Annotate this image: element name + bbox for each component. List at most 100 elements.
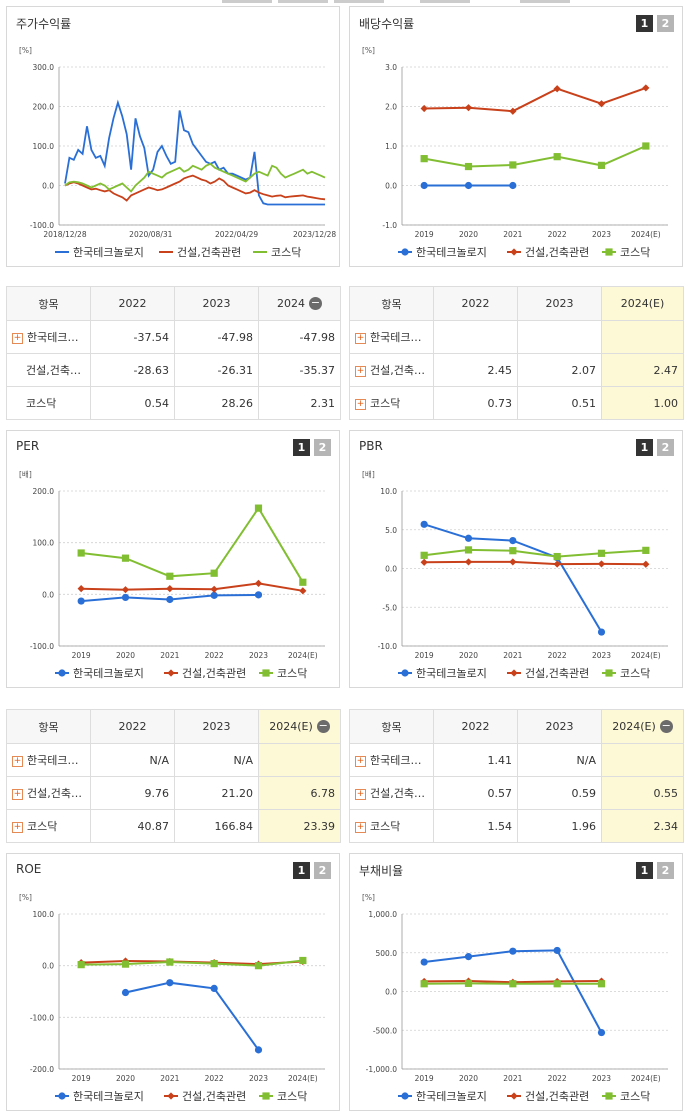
x-tick-label: 2023/12/28 (293, 230, 336, 239)
panel-dividend: 배당수익률 1 2 [%] 3.0 2.0 1.0 0.0 -1.0 2019 2020 202… (349, 6, 683, 267)
data-point (597, 980, 606, 988)
expand-icon[interactable]: + (355, 788, 366, 800)
data-point (167, 1092, 175, 1100)
series-line (64, 99, 325, 206)
data-point (166, 572, 174, 580)
header-item: 항목 (6, 709, 91, 744)
collapse-icon[interactable]: − (316, 719, 330, 734)
page-1-button[interactable]: 1 (636, 862, 653, 879)
table-row: + 코스닥 0.73 0.51 1.00 (349, 386, 684, 420)
data-point (509, 558, 517, 566)
y-tick-label: -10.0 (378, 642, 398, 651)
expand-icon[interactable]: + (12, 821, 23, 833)
page-1-button[interactable]: 1 (293, 862, 310, 879)
data-point (121, 988, 130, 997)
expand-icon[interactable]: + (355, 365, 366, 377)
y-tick-label: -5.0 (382, 603, 397, 612)
series-company (420, 181, 517, 190)
y-tick-label: 200.0 (33, 103, 55, 112)
legend-item-kosdaq: 코스닥 (602, 246, 650, 259)
cell-value: 0.54 (90, 386, 175, 420)
series-line (424, 145, 647, 168)
series-kosdaq (420, 142, 650, 171)
y-tick-label: 5.0 (385, 526, 397, 535)
row-label: 건설,건축… (26, 364, 81, 377)
series-company (420, 946, 606, 1037)
page-1-button[interactable]: 1 (636, 15, 653, 32)
expand-icon[interactable]: + (355, 755, 366, 767)
data-point (166, 979, 174, 987)
legend-item-company: 한국테크놀로지 (55, 1090, 144, 1103)
panel-title: 배당수익률 (359, 17, 415, 31)
row-name: + 한국테크… (349, 743, 434, 777)
cell-value: 0.73 (433, 386, 518, 420)
y-tick-label: 1,000.0 (368, 910, 397, 919)
dividend-table: 항목 2022 2023 2024(E) + 한국테크… + 건설,건축… 2.45… (349, 286, 684, 420)
roe-chart: [%]100.0 0.0 -100.0 -200.0 2019 2020 2021 2022 2… (19, 893, 325, 1103)
x-tick-label: 2021 (503, 1074, 522, 1083)
legend-label: 한국테크놀로지 (416, 667, 487, 680)
y-tick-label: 1.0 (385, 142, 397, 151)
expand-icon[interactable]: + (12, 755, 23, 767)
data-point (642, 546, 650, 554)
y-tick-label: -200.0 (30, 1065, 54, 1074)
collapse-icon[interactable]: − (309, 296, 322, 311)
cell-value: 21.20 (174, 776, 259, 810)
page-2-button[interactable]: 2 (657, 862, 674, 879)
y-tick-label: 10.0 (380, 487, 397, 496)
page-1-button[interactable]: 1 (293, 439, 310, 456)
expand-icon[interactable]: + (12, 788, 23, 800)
data-point (464, 534, 473, 542)
data-point (210, 984, 218, 992)
header-year: 2022 (90, 286, 175, 321)
y-tick-label: 2.0 (385, 103, 397, 112)
legend-item-company: 한국테크놀로지 (398, 246, 487, 259)
data-point (77, 961, 85, 969)
data-point (509, 980, 517, 988)
y-tick-label: 0.0 (385, 988, 397, 997)
table-header: 항목 2022 2023 2024− (6, 286, 341, 321)
table-row: + 한국테크… -37.54 -47.98 -47.98 (6, 320, 341, 354)
y-tick-label: 500.0 (376, 949, 398, 958)
collapse-icon[interactable]: − (659, 719, 673, 734)
cell-value: 2.07 (517, 353, 602, 387)
header-year: 2022 (433, 709, 518, 744)
cell-value: 28.26 (174, 386, 259, 420)
x-tick-label: 2022 (205, 1074, 224, 1083)
page-2-button[interactable]: 2 (657, 439, 674, 456)
legend-item-company: 한국테크놀로지 (398, 1090, 487, 1103)
cell-value (258, 743, 341, 777)
table-row: + 건설,건축… 9.76 21.20 6.78 (6, 776, 341, 810)
data-point (210, 591, 218, 599)
x-tick-label: 2022 (548, 651, 567, 660)
data-point (420, 104, 428, 113)
page-2-button[interactable]: 2 (657, 15, 674, 32)
row-name: + 한국테크… (6, 743, 91, 777)
cell-value: 23.39 (258, 809, 341, 843)
x-tick-label: 2021 (503, 651, 522, 660)
page-1-button[interactable]: 1 (636, 439, 653, 456)
data-point (553, 85, 561, 93)
data-point (605, 669, 613, 677)
expand-icon[interactable]: + (12, 332, 23, 344)
y-tick-label: 0.0 (385, 565, 397, 574)
data-point (597, 161, 606, 169)
cell-value (601, 743, 684, 777)
data-point (464, 558, 473, 566)
expand-icon[interactable]: + (355, 332, 366, 344)
data-point (509, 547, 517, 555)
x-tick-label: 2020/08/31 (129, 230, 172, 239)
page-2-button[interactable]: 2 (314, 439, 331, 456)
y-tick-label: 100.0 (33, 142, 55, 151)
cell-value: -28.63 (90, 353, 175, 387)
cell-value: 1.41 (433, 743, 518, 777)
expand-icon[interactable]: + (355, 398, 366, 410)
expand-icon[interactable]: + (355, 821, 366, 833)
header-year: 2023 (174, 286, 259, 321)
panel-title: PER (16, 439, 40, 453)
x-tick-label: 2021 (503, 230, 522, 239)
per-table: 항목 2022 2023 2024(E) − + 한국테크… N/A N/A + 건설… (6, 709, 341, 843)
page-2-button[interactable]: 2 (314, 862, 331, 879)
data-point (166, 585, 174, 593)
table-row: 건설,건축… -28.63 -26.31 -35.37 (6, 353, 341, 387)
